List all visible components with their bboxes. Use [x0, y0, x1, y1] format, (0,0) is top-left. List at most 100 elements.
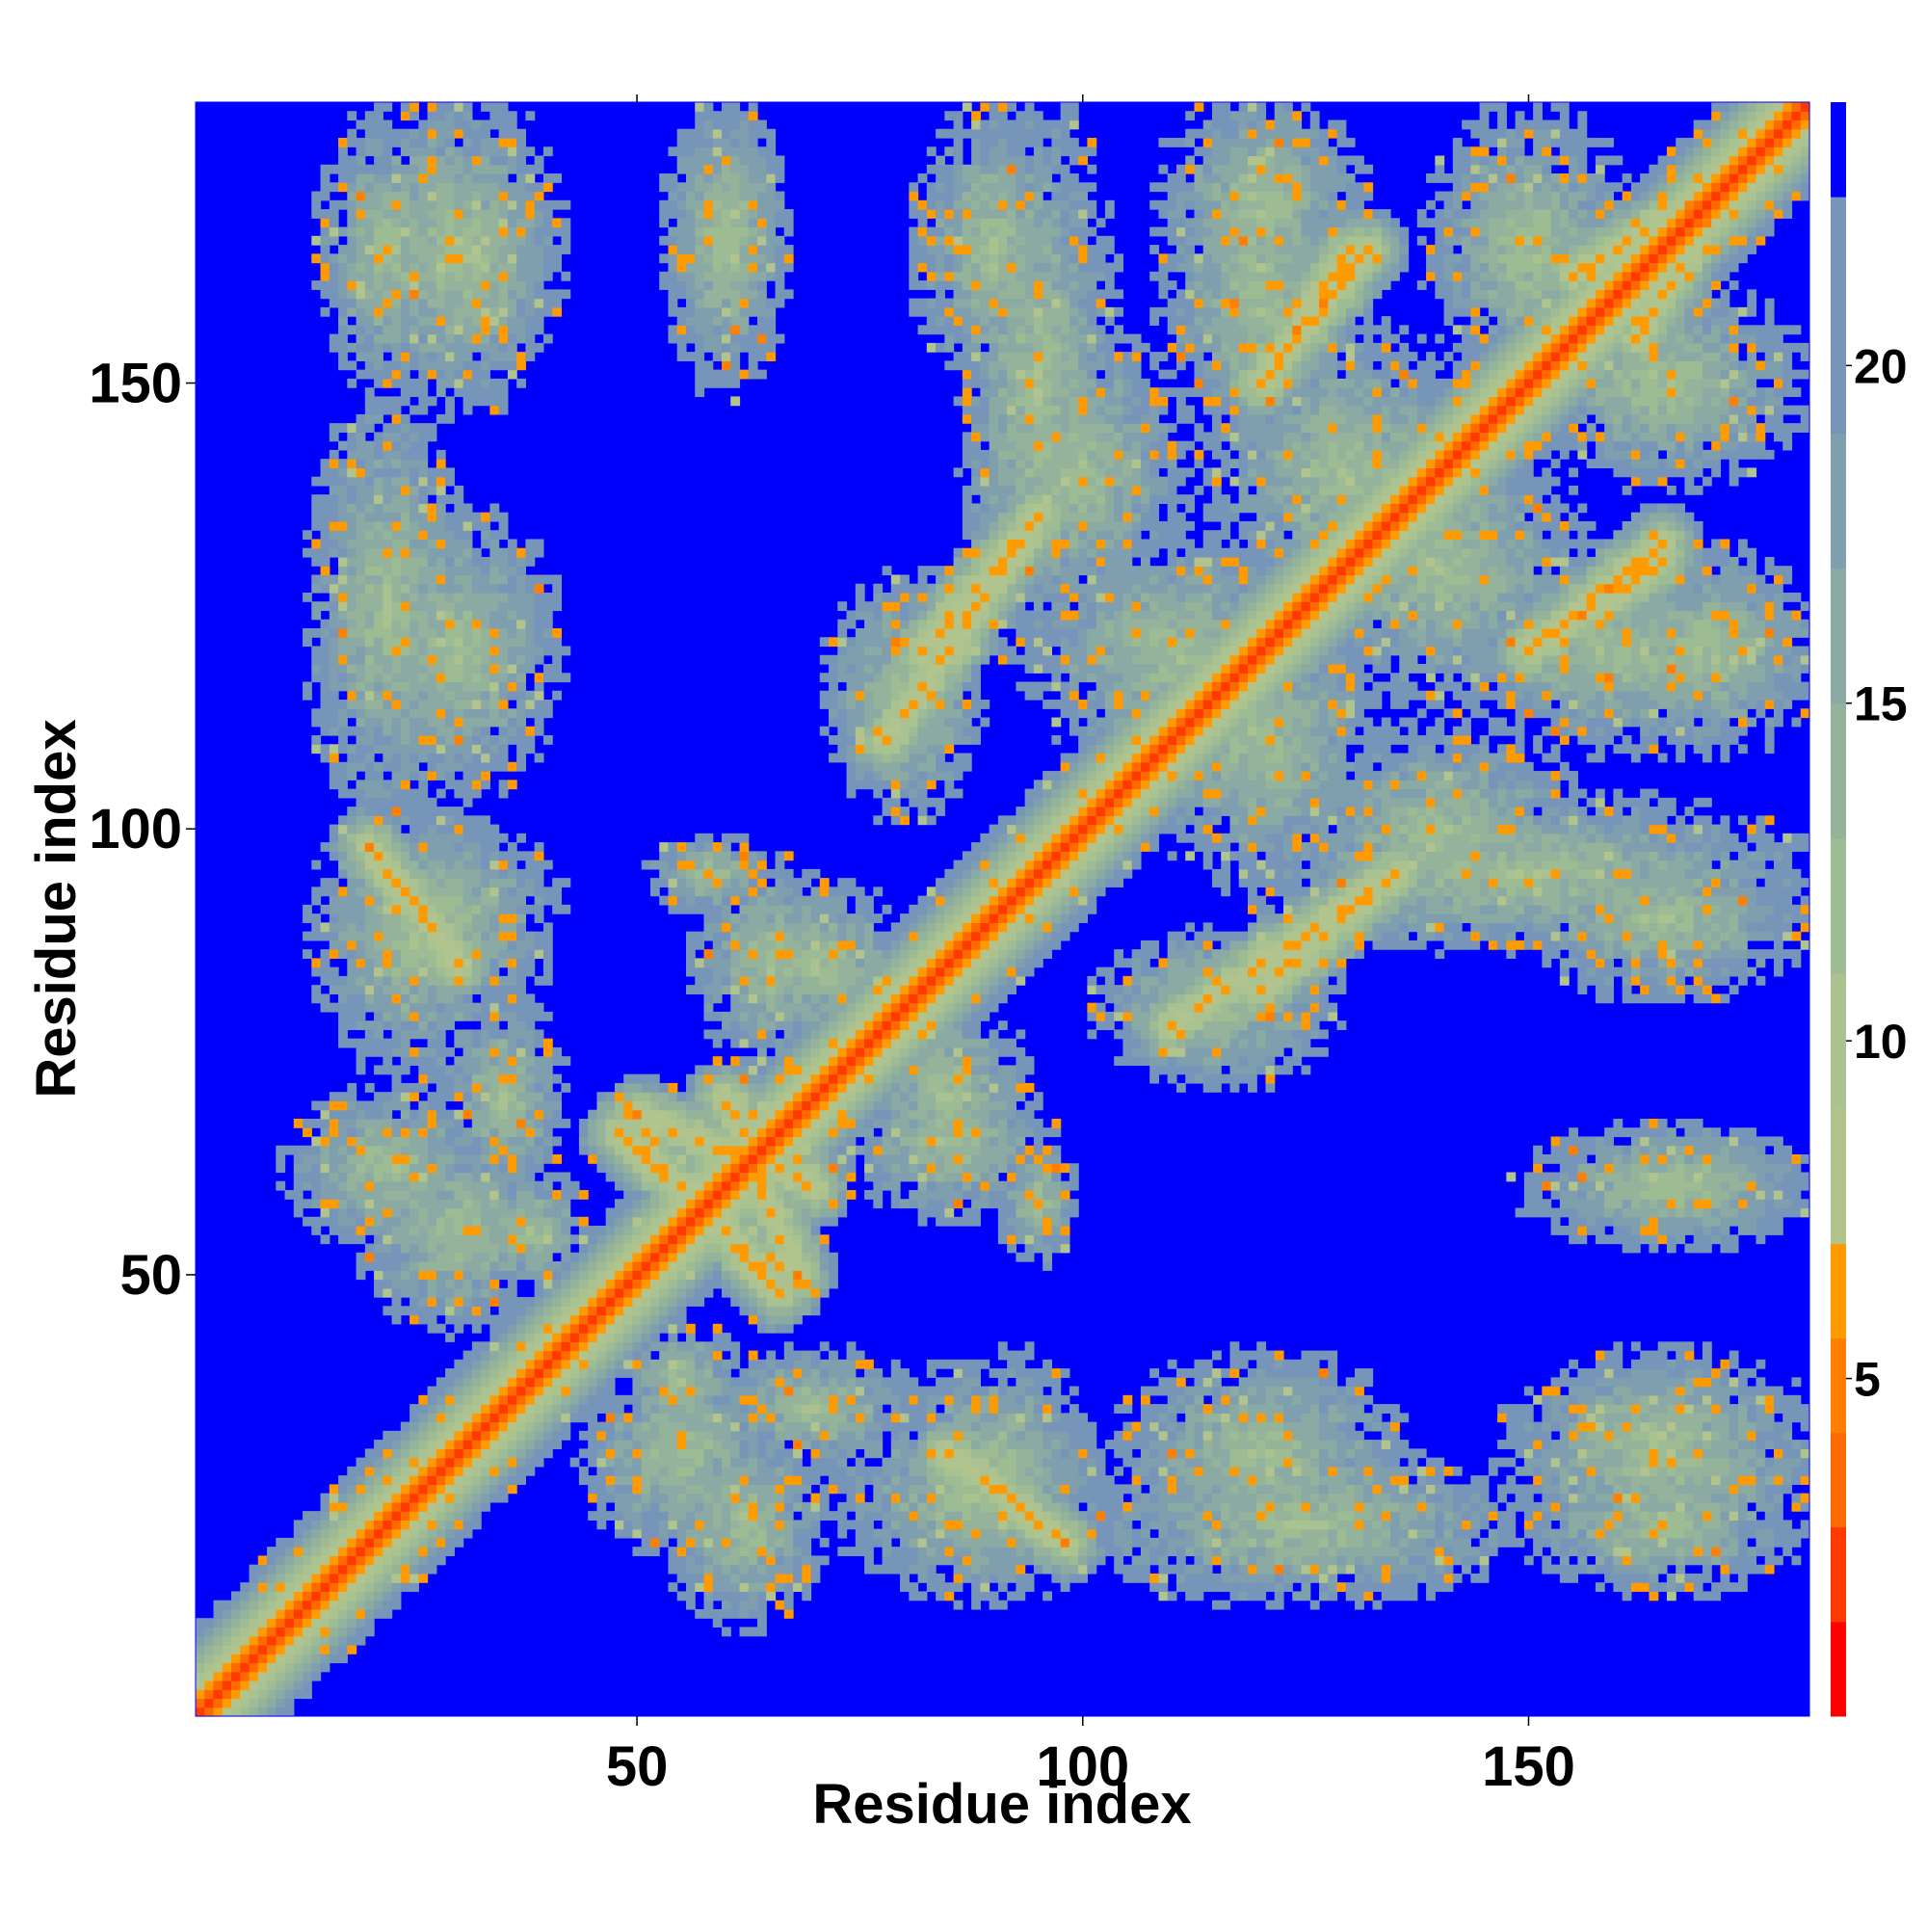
heatmap-cell — [802, 1421, 812, 1432]
heatmap-cell — [802, 1520, 812, 1530]
heatmap-cell — [1158, 1430, 1169, 1441]
heatmap-cell — [1426, 1547, 1436, 1557]
heatmap-cell — [534, 1377, 544, 1388]
heatmap-cell — [748, 1350, 758, 1361]
heatmap-cell — [1577, 1430, 1588, 1441]
heatmap-cell — [962, 1368, 972, 1378]
heatmap-cell — [953, 1600, 964, 1610]
heatmap-cell — [1408, 1591, 1418, 1601]
heatmap-cell — [695, 1287, 705, 1298]
heatmap-cell — [1016, 1440, 1026, 1449]
heatmap-cell — [1345, 1493, 1356, 1503]
heatmap-cell — [1221, 1564, 1231, 1575]
heatmap-cell — [507, 1421, 517, 1432]
heatmap-cell — [1586, 1547, 1597, 1557]
heatmap-cell — [569, 1287, 580, 1298]
heatmap-cell — [1622, 1582, 1632, 1593]
heatmap-cell — [1630, 1475, 1641, 1485]
heatmap-cell — [623, 1350, 634, 1361]
heatmap-cell — [649, 1287, 660, 1298]
heatmap-cell — [819, 1466, 830, 1476]
heatmap-cell — [1604, 1190, 1614, 1200]
heatmap-cell — [1533, 1457, 1543, 1468]
heatmap-cell — [481, 1440, 490, 1449]
heatmap-cell — [356, 1618, 366, 1628]
heatmap-cell — [623, 1252, 634, 1262]
heatmap-cell — [1666, 1484, 1676, 1495]
heatmap-cell — [1024, 1537, 1035, 1548]
heatmap-cell — [1122, 1448, 1133, 1459]
heatmap-cell — [1720, 1555, 1730, 1566]
heatmap-cell — [534, 1368, 544, 1378]
heatmap-cell — [1185, 1547, 1196, 1557]
heatmap-cell — [516, 1394, 526, 1405]
heatmap-cell — [1140, 1537, 1150, 1548]
heatmap-cell — [427, 1306, 437, 1316]
heatmap-cell — [712, 1216, 723, 1227]
heatmap-cell — [1007, 1528, 1016, 1539]
heatmap-cell — [882, 1547, 892, 1557]
heatmap-cell — [338, 1511, 348, 1521]
heatmap-cell — [1693, 1421, 1703, 1432]
heatmap-cell — [588, 1448, 598, 1459]
heatmap-cell — [1577, 1216, 1588, 1227]
heatmap-cell — [516, 1404, 526, 1414]
heatmap-cell — [276, 1707, 286, 1717]
heatmap-cell — [1007, 1440, 1016, 1449]
heatmap-cell — [766, 1440, 777, 1449]
heatmap-cell — [356, 1573, 366, 1583]
heatmap-cell — [1559, 1537, 1570, 1548]
heatmap-cell — [561, 1199, 571, 1209]
heatmap-cell — [498, 1314, 509, 1325]
heatmap-cell — [1167, 1564, 1177, 1575]
heatmap-cell — [374, 1216, 383, 1227]
heatmap-cell — [917, 1484, 928, 1495]
heatmap-cell — [507, 1457, 517, 1468]
heatmap-cell — [1051, 1475, 1062, 1485]
heatmap-cell — [1622, 1573, 1632, 1583]
heatmap-cell — [471, 1190, 482, 1200]
heatmap-cell — [588, 1440, 598, 1449]
heatmap-cell — [712, 1618, 723, 1628]
heatmap-cell — [668, 1359, 678, 1369]
heatmap-cell — [293, 1608, 304, 1619]
heatmap-cell — [1033, 1528, 1043, 1539]
heatmap-cell — [507, 1448, 517, 1459]
heatmap-cell — [1523, 1493, 1534, 1503]
heatmap-cell — [1274, 1413, 1284, 1423]
heatmap-cell — [534, 1457, 544, 1468]
heatmap-cell — [1737, 1440, 1748, 1449]
heatmap-cell — [596, 1270, 607, 1281]
heatmap-cell — [454, 1528, 464, 1539]
heatmap-cell — [1399, 1528, 1410, 1539]
heatmap-cell — [668, 1564, 678, 1575]
heatmap-cell — [775, 1368, 785, 1378]
heatmap-cell — [1060, 1582, 1070, 1593]
heatmap-cell — [1684, 1413, 1695, 1423]
heatmap-cell — [481, 1377, 490, 1388]
heatmap-cell — [721, 1484, 731, 1495]
heatmap-cell — [917, 1573, 928, 1583]
heatmap-cell — [712, 1457, 723, 1468]
heatmap-cell — [1043, 1252, 1052, 1262]
heatmap-cell — [400, 1226, 410, 1235]
heatmap-cell — [1256, 1520, 1267, 1530]
heatmap-cell — [668, 1520, 678, 1530]
heatmap-cell — [596, 1520, 607, 1530]
heatmap-cell — [1452, 1466, 1463, 1476]
heatmap-cell — [1577, 1377, 1588, 1388]
heatmap-cell — [507, 1359, 517, 1369]
heatmap-cell — [997, 1475, 1008, 1485]
heatmap-cell — [703, 1252, 714, 1262]
heatmap-cell — [1229, 1341, 1240, 1352]
heatmap-cell — [1024, 1457, 1035, 1468]
heatmap-cell — [1229, 1359, 1240, 1369]
heatmap-cell — [900, 1448, 910, 1459]
heatmap-cell — [695, 1359, 705, 1369]
heatmap-cell — [552, 1394, 563, 1405]
heatmap-cell — [668, 1297, 678, 1307]
heatmap-cell — [1024, 1573, 1035, 1583]
heatmap-cell — [534, 1207, 544, 1218]
heatmap-cell — [1630, 1234, 1641, 1245]
heatmap-cell — [356, 1234, 366, 1245]
